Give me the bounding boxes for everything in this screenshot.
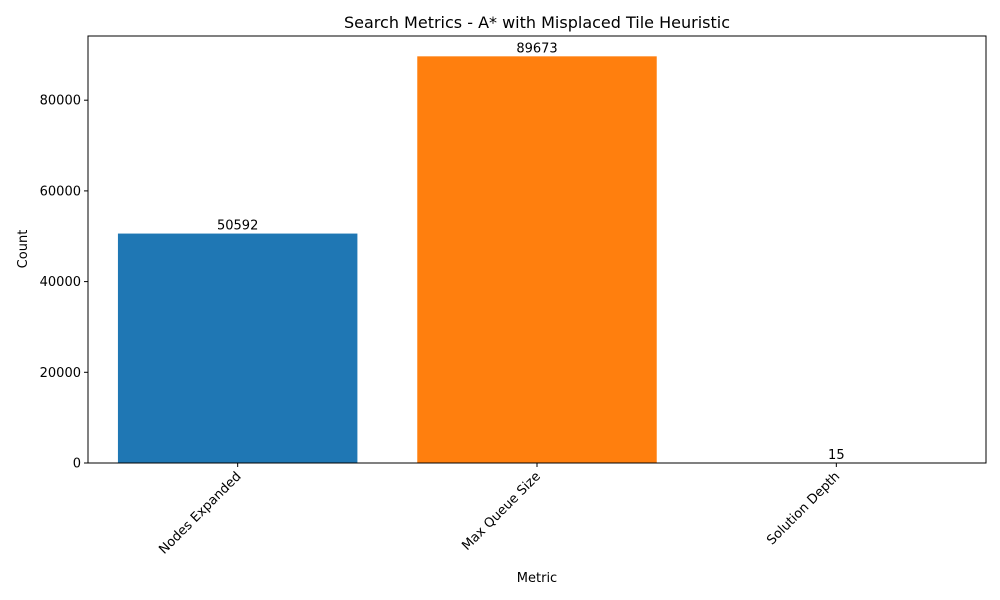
chart-title: Search Metrics - A* with Misplaced Tile … bbox=[344, 13, 730, 32]
x-tick-label-1: Max Queue Size bbox=[459, 469, 544, 554]
x-tick-label-2: Solution Depth bbox=[764, 469, 843, 548]
plot-area: 50592 89673 15 0 20000 40000 60000 80000 Nodes E… bbox=[40, 35, 987, 557]
y-tick-label-4: 80000 bbox=[40, 94, 81, 109]
data-label-2: 89673 bbox=[516, 41, 557, 56]
y-tick-label-0: 0 bbox=[73, 457, 81, 472]
y-tick-label-2: 40000 bbox=[40, 275, 81, 290]
bar-1 bbox=[117, 233, 358, 463]
y-axis-label: Count bbox=[16, 230, 31, 269]
bar-2 bbox=[417, 56, 657, 463]
x-tick-label-0: Nodes Expanded bbox=[156, 469, 244, 557]
y-tick-label-1: 20000 bbox=[40, 366, 81, 381]
data-label-3: 15 bbox=[828, 448, 845, 463]
data-label-1: 50592 bbox=[217, 219, 258, 234]
x-axis-label: Metric bbox=[517, 571, 557, 586]
y-tick-label-3: 60000 bbox=[40, 184, 81, 199]
